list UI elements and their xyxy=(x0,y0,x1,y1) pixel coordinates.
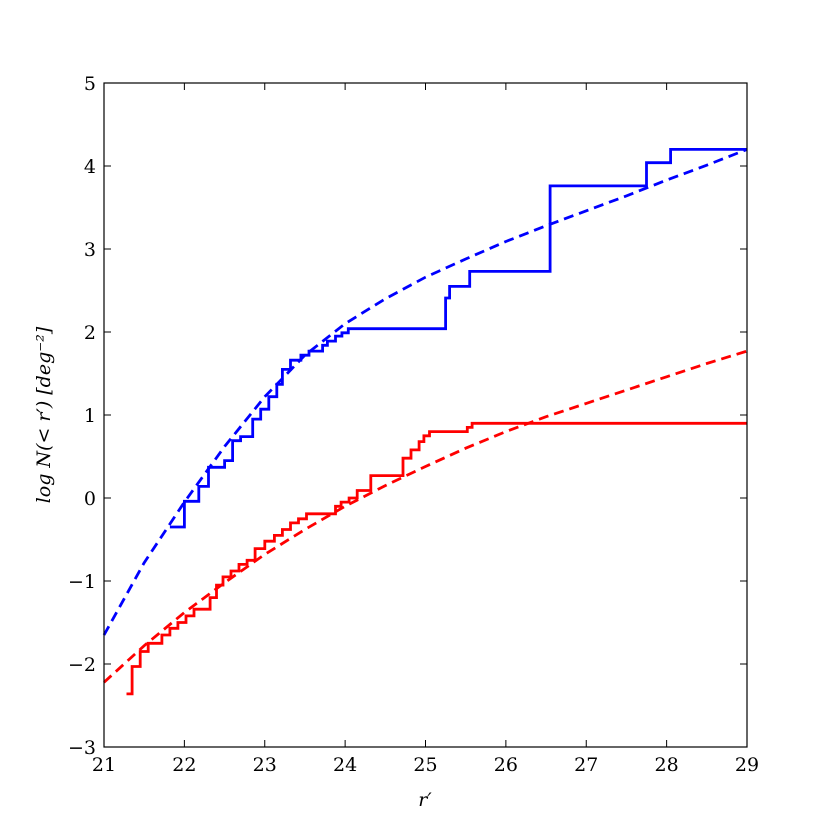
x-tick-label: 25 xyxy=(413,754,437,776)
series-layer xyxy=(102,148,748,696)
series-line-2 xyxy=(126,421,747,696)
x-tick-label: 28 xyxy=(655,754,679,776)
y-axis-label: log N(< r′) [deg⁻²] xyxy=(33,326,55,503)
y-tick-label: 3 xyxy=(84,239,96,261)
y-tick-label: −3 xyxy=(68,737,96,759)
x-tick-label: 22 xyxy=(172,754,196,776)
y-tick-label: 0 xyxy=(84,488,96,510)
x-tick-label: 26 xyxy=(494,754,518,776)
y-tick-label: −1 xyxy=(68,571,96,593)
x-axis-label: r′ xyxy=(418,789,432,811)
x-tick-label: 23 xyxy=(253,754,277,776)
y-tick-label: 4 xyxy=(84,156,96,178)
x-tick-label: 27 xyxy=(574,754,598,776)
y-tick-label: 2 xyxy=(84,322,96,344)
series-line-3 xyxy=(103,349,748,684)
series-line-1 xyxy=(102,148,748,636)
y-tick-label: 1 xyxy=(84,405,96,427)
x-tick-label: 29 xyxy=(735,754,759,776)
x-tick-label: 21 xyxy=(92,754,116,776)
y-tick-label: 5 xyxy=(84,73,96,95)
y-tick-label: −2 xyxy=(68,654,96,676)
x-tick-label: 24 xyxy=(333,754,357,776)
